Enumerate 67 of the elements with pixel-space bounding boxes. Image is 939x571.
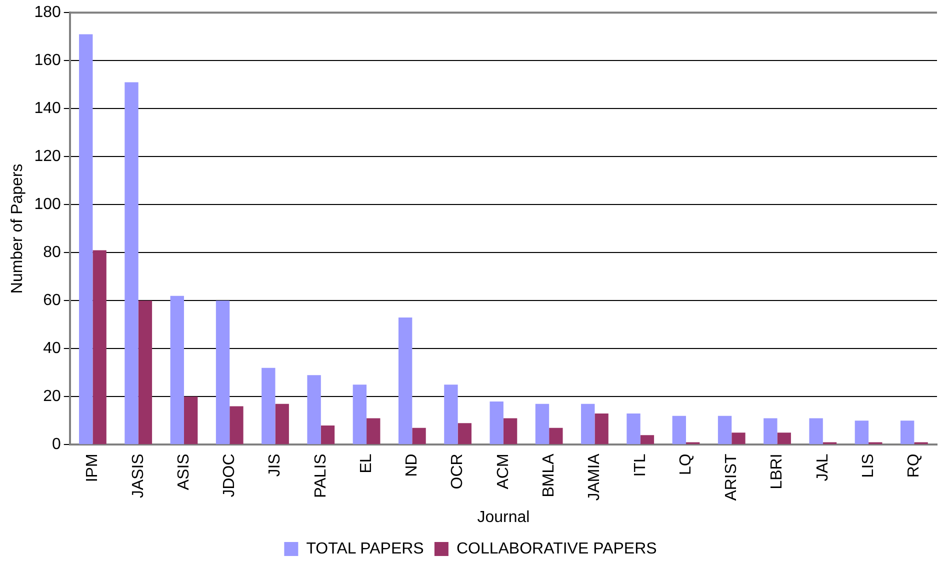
bar — [854, 420, 869, 444]
bar — [581, 404, 595, 444]
bar — [275, 404, 289, 444]
x-tick-label: PALIS — [312, 454, 330, 498]
x-tick-label: JAL — [814, 454, 832, 482]
y-tick-label: 100 — [34, 196, 61, 214]
bar — [732, 432, 746, 444]
bar — [412, 428, 426, 444]
x-tick-label: EL — [358, 454, 375, 474]
bar — [320, 425, 335, 444]
bar — [626, 413, 640, 444]
bar — [900, 420, 914, 444]
x-tick-label: RQ — [906, 454, 923, 478]
x-tick-label: ITL — [632, 454, 649, 477]
bar — [184, 396, 198, 444]
bar — [216, 300, 230, 444]
x-tick-label: IPM — [84, 454, 102, 482]
y-tick-label: 0 — [52, 436, 61, 454]
bar — [503, 418, 518, 444]
bar — [535, 404, 550, 444]
x-tick-label: ND — [404, 454, 421, 477]
legend-label: COLLABORATIVE PAPERS — [456, 540, 657, 558]
x-tick-label: ARIST — [723, 453, 740, 501]
bar — [138, 300, 152, 444]
x-tick-label: JAMIA — [586, 453, 604, 501]
x-tick-label: ACM — [494, 454, 512, 490]
bar — [549, 428, 563, 444]
x-tick-label: JIS — [266, 454, 284, 477]
bar — [718, 416, 732, 444]
y-tick-label: 160 — [34, 52, 61, 70]
bar — [458, 423, 472, 444]
x-tick-label: JASIS — [130, 454, 147, 498]
bar — [307, 375, 321, 444]
bar — [352, 384, 367, 444]
y-tick-label: 20 — [43, 388, 61, 406]
x-tick-label: JDOC — [221, 454, 238, 498]
legend-label: TOTAL PAPERS — [306, 540, 424, 558]
bar — [92, 250, 106, 444]
y-axis-title: Number of Papers — [9, 164, 26, 294]
bar — [490, 401, 504, 444]
y-tick-label: 180 — [34, 4, 61, 22]
bar — [366, 418, 380, 444]
bar — [262, 368, 276, 444]
x-tick-label: LBRI — [768, 454, 786, 490]
x-tick-label: LIS — [860, 454, 877, 478]
x-axis-title: Journal — [477, 508, 530, 526]
x-tick-label: BMLA — [540, 453, 558, 498]
y-tick-label: 140 — [34, 100, 61, 118]
bar — [398, 317, 412, 444]
bar — [777, 432, 791, 444]
bar — [640, 435, 654, 444]
y-tick-label: 60 — [43, 292, 61, 310]
bar — [230, 406, 244, 444]
x-tick-label: LQ — [677, 454, 694, 476]
y-tick-label: 120 — [34, 148, 61, 166]
bar — [444, 384, 458, 444]
bar — [124, 82, 138, 444]
y-tick-label: 80 — [43, 244, 61, 262]
x-tick-label: OCR — [449, 454, 466, 490]
y-tick-label: 40 — [43, 340, 61, 358]
x-tick-label: ASIS — [175, 454, 192, 490]
bar — [594, 413, 608, 444]
bar — [672, 416, 686, 444]
bar — [809, 418, 823, 444]
bar — [170, 296, 184, 444]
bar — [764, 418, 778, 444]
bar — [79, 34, 93, 444]
